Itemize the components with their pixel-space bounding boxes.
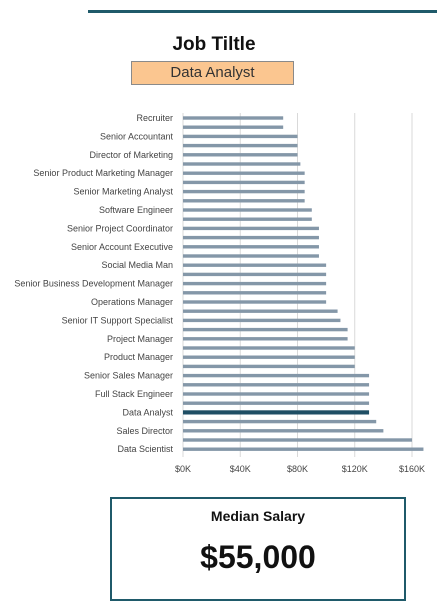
category-label: Operations Manager xyxy=(91,297,173,307)
bar xyxy=(183,291,327,295)
category-label: Product Manager xyxy=(104,352,173,362)
median-salary-card: Median Salary $55,000 xyxy=(110,497,406,601)
category-label: Project Manager xyxy=(107,334,173,344)
category-label: Senior Product Marketing Manager xyxy=(33,168,173,178)
bar xyxy=(183,447,424,451)
category-label: Senior Account Executive xyxy=(71,242,173,252)
median-salary-label: Median Salary xyxy=(210,508,306,524)
bar xyxy=(183,217,312,221)
bar xyxy=(183,318,341,323)
x-tick-label: $160K xyxy=(399,464,425,474)
category-label: Data Analyst xyxy=(122,407,173,417)
header-accent-rule xyxy=(88,10,437,13)
bar xyxy=(183,254,319,258)
bar xyxy=(183,373,370,378)
bar xyxy=(183,346,355,350)
category-label: Data Scientist xyxy=(117,444,173,454)
chart-bars xyxy=(183,116,424,451)
x-tick-label: $80K xyxy=(287,464,308,474)
bar xyxy=(183,327,348,332)
bar-highlighted xyxy=(183,410,370,415)
bar xyxy=(183,383,370,387)
bar xyxy=(183,116,284,120)
category-label: Senior IT Support Specialist xyxy=(62,315,174,325)
x-tick-label: $40K xyxy=(230,464,251,474)
category-label: Sales Director xyxy=(116,426,173,436)
category-label: Recruiter xyxy=(136,113,173,123)
bar xyxy=(183,401,370,405)
bar xyxy=(183,263,327,267)
bar xyxy=(183,134,298,139)
bar xyxy=(183,309,338,313)
bar xyxy=(183,364,355,369)
bar xyxy=(183,235,319,240)
bar xyxy=(183,189,305,194)
category-label: Full Stack Engineer xyxy=(95,389,173,399)
bar xyxy=(183,355,355,359)
bar xyxy=(183,281,327,286)
category-label: Senior Sales Manager xyxy=(84,371,173,381)
page-title: Job Tiltle xyxy=(172,34,256,55)
bar xyxy=(183,337,348,341)
bar xyxy=(183,180,305,185)
x-tick-label: $120K xyxy=(342,464,368,474)
category-label: Senior Marketing Analyst xyxy=(73,187,173,197)
bar xyxy=(183,245,319,249)
bar xyxy=(183,429,384,433)
job-title-selector[interactable]: Data Analyst xyxy=(131,61,294,85)
bar xyxy=(183,153,298,157)
bar xyxy=(183,208,312,212)
category-label: Software Engineer xyxy=(99,205,173,215)
bar xyxy=(183,143,298,148)
category-label: Senior Project Coordinator xyxy=(67,223,173,233)
bar xyxy=(183,199,305,203)
category-label: Senior Accountant xyxy=(100,131,174,141)
bar xyxy=(183,419,377,424)
bar xyxy=(183,438,412,442)
bar xyxy=(183,171,305,175)
median-salary-value: $55,000 xyxy=(200,539,316,575)
bar xyxy=(183,125,284,129)
bar xyxy=(183,226,319,231)
category-label: Senior Business Development Manager xyxy=(14,279,173,289)
chart-x-tick-labels: $0K $40K $80K $120K $160K xyxy=(175,464,425,474)
bar xyxy=(183,300,327,304)
bar xyxy=(183,392,370,396)
salary-bar-chart: Recruiter Senior Accountant Director of Ma… xyxy=(14,113,425,474)
chart-category-labels: Recruiter Senior Accountant Director of Ma… xyxy=(14,113,173,454)
category-label: Director of Marketing xyxy=(89,150,173,160)
bar xyxy=(183,162,301,166)
x-tick-label: $0K xyxy=(175,464,191,474)
bar xyxy=(183,272,327,277)
category-label: Social Media Man xyxy=(101,260,173,270)
